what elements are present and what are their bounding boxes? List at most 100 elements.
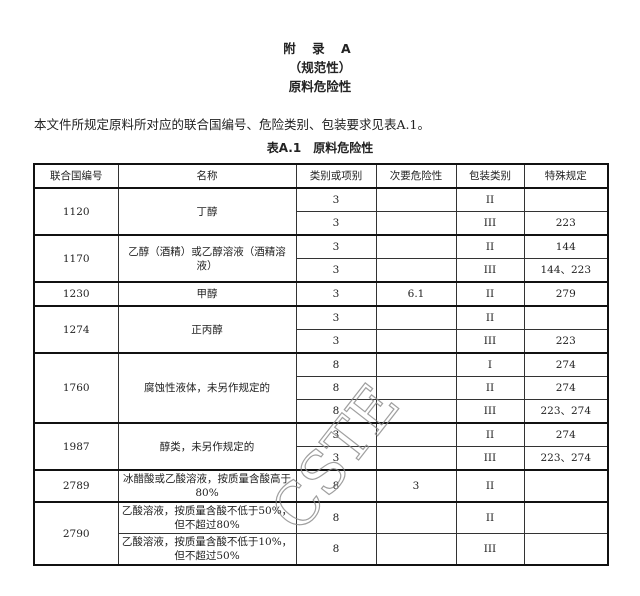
name-cell: 正丙醇	[117, 305, 297, 354]
class-cell: 8	[295, 501, 377, 534]
subsidiary-risk-cell	[375, 329, 457, 354]
class-cell: 8	[295, 376, 377, 400]
special-provisions-cell: 223	[523, 211, 609, 236]
class-cell: 3	[295, 234, 377, 259]
subsidiary-risk-cell: 3	[375, 469, 457, 503]
header-un-number: 联合国编号	[33, 163, 119, 189]
name-cell: 乙酸溶液，按质量含酸不低于10%，但不超过50%	[117, 533, 297, 566]
table-row: 1987 醇类，未另作规定的 3 II 274	[33, 422, 609, 471]
header-name: 名称	[117, 163, 297, 189]
header-subsidiary-risk: 次要危险性	[375, 163, 457, 189]
class-cell: 3	[295, 281, 377, 307]
name-cell: 丁醇	[117, 187, 297, 236]
table-row: 8 II 274	[34, 376, 609, 400]
table-row: 1230 甲醇 3 6.1 II 279	[33, 281, 609, 307]
subsidiary-risk-cell	[375, 446, 457, 471]
special-provisions-cell: 279	[523, 281, 609, 307]
appendix-type: （规范性）	[288, 60, 352, 75]
special-provisions-cell	[523, 469, 609, 503]
appendix-title: 附 录 A	[283, 41, 357, 56]
packing-group-cell: II	[455, 376, 525, 400]
intro-paragraph: 本文件所规定原料所对应的联合国编号、危险类别、包装要求见表A.1。	[34, 117, 430, 132]
un-number-cell: 1987	[33, 422, 119, 471]
packing-group-cell: III	[455, 446, 525, 471]
special-provisions-cell: 274	[523, 352, 609, 377]
packing-group-cell: II	[455, 234, 525, 259]
un-number-cell: 1230	[33, 281, 119, 307]
packing-group-cell: II	[455, 305, 525, 330]
un-number-cell: 1760	[33, 352, 119, 424]
table-caption: 表A.1 原料危险性	[266, 141, 374, 155]
special-provisions-cell: 223、274	[523, 446, 609, 471]
table-row: 2790 乙酸溶液，按质量含酸不低于50%，但不超过80% 8 II	[33, 501, 609, 566]
class-cell: 3	[295, 329, 377, 354]
special-provisions-cell: 223	[523, 329, 609, 354]
packing-group-cell: II	[455, 469, 525, 503]
subsidiary-risk-cell	[375, 352, 457, 377]
special-provisions-cell: 144、223	[523, 258, 609, 283]
class-cell: 3	[295, 258, 377, 283]
class-cell: 3	[295, 446, 377, 471]
packing-group-cell: II	[455, 187, 525, 212]
name-cell: 乙酸溶液，按质量含酸不低于50%，但不超过80%	[117, 501, 297, 534]
special-provisions-cell	[523, 501, 609, 534]
subsidiary-risk-cell	[375, 305, 457, 330]
subsidiary-risk-cell	[375, 422, 457, 447]
subsidiary-risk-cell	[375, 234, 457, 259]
header-class: 类别或项别	[295, 163, 377, 189]
class-cell: 8	[295, 399, 377, 424]
class-cell: 8	[295, 533, 377, 566]
table-row: 1274 正丙醇 3 II	[33, 305, 609, 354]
table-row: 1120 丁醇 3 II	[33, 187, 609, 236]
name-cell: 乙醇（酒精）或乙醇溶液（酒精溶液）	[117, 234, 297, 283]
subsidiary-risk-cell	[375, 533, 457, 566]
header-special-provisions: 特殊规定	[523, 163, 609, 189]
special-provisions-cell	[523, 187, 609, 212]
packing-group-cell: III	[455, 533, 525, 566]
table-row: 2789 冰醋酸或乙酸溶液，按质量含酸高于80% 8 3 II	[33, 469, 609, 503]
table-row: 1170 乙醇（酒精）或乙醇溶液（酒精溶液） 3 II 144	[33, 234, 609, 283]
subsidiary-risk-cell	[375, 211, 457, 236]
subsidiary-risk-cell	[375, 501, 457, 534]
subsidiary-risk-cell: 6.1	[375, 281, 457, 307]
subsidiary-risk-cell	[375, 187, 457, 212]
subsidiary-risk-cell	[375, 376, 457, 400]
table-row: 1760 腐蚀性液体，未另作规定的 8 I 274	[33, 352, 609, 424]
packing-group-cell: III	[455, 258, 525, 283]
special-provisions-cell: 223、274	[523, 399, 609, 424]
packing-group-cell: III	[455, 399, 525, 424]
class-cell: 3	[295, 305, 377, 330]
special-provisions-cell	[523, 305, 609, 330]
name-cell: 冰醋酸或乙酸溶液，按质量含酸高于80%	[117, 469, 297, 503]
class-cell: 8	[295, 352, 377, 377]
appendix-subject: 原料危险性	[288, 79, 352, 94]
un-number-cell: 2789	[33, 469, 119, 503]
name-cell: 醇类，未另作规定的	[117, 422, 297, 471]
table-row: 3 III 223	[34, 329, 609, 354]
packing-group-cell: I	[455, 352, 525, 377]
table-row: 3 III 223	[34, 211, 609, 236]
un-number-cell: 1120	[33, 187, 119, 236]
packing-group-cell: II	[455, 501, 525, 534]
subsidiary-risk-cell	[375, 258, 457, 283]
class-cell: 3	[295, 187, 377, 212]
special-provisions-cell	[523, 533, 609, 566]
un-number-cell: 1170	[33, 234, 119, 283]
un-number-cell: 2790	[33, 501, 119, 566]
hazard-table: 联合国编号 名称 类别或项别 次要危险性 包装类别 特殊规定 1120 丁醇 3 II…	[33, 163, 609, 566]
name-cell: 甲醇	[117, 281, 297, 307]
packing-group-cell: III	[455, 211, 525, 236]
class-cell: 8	[295, 469, 377, 503]
special-provisions-cell: 274	[523, 422, 609, 447]
subsidiary-risk-cell	[375, 399, 457, 424]
packing-group-cell: III	[455, 329, 525, 354]
packing-group-cell: II	[455, 281, 525, 307]
table-header-row: 联合国编号 名称 类别或项别 次要危险性 包装类别 特殊规定	[33, 163, 609, 189]
name-cell: 腐蚀性液体，未另作规定的	[117, 352, 297, 424]
class-cell: 3	[295, 211, 377, 236]
special-provisions-cell: 144	[523, 234, 609, 259]
un-number-cell: 1274	[33, 305, 119, 354]
header-packing-group: 包装类别	[455, 163, 525, 189]
packing-group-cell: II	[455, 422, 525, 447]
class-cell: 3	[295, 422, 377, 447]
